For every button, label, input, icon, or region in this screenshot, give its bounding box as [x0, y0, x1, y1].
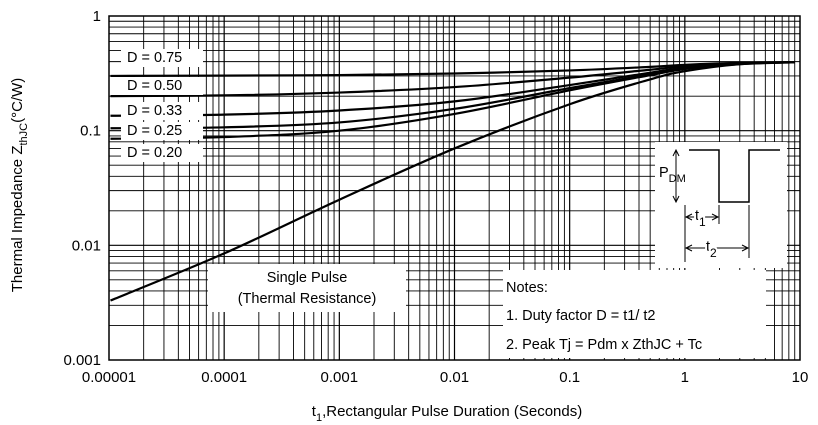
x-tick-label: 0.1: [559, 369, 580, 386]
duty-label-bg: [121, 102, 203, 120]
note-1: 1. Duty factor D = t1/ t2: [506, 308, 656, 324]
duty-label-2: D = 0.50: [127, 78, 182, 94]
pdm-label: PDM: [659, 165, 686, 185]
x-tick-label: 0.001: [321, 369, 359, 386]
t1-label: t1: [695, 208, 706, 229]
curves: [110, 61, 795, 302]
duty-labels: D = 0.75 D = 0.50 D = 0.33 D = 0.25 D = 0.20: [121, 49, 203, 162]
x-tick-label: 0.01: [440, 369, 469, 386]
x-tick-label: 0.0001: [201, 369, 247, 386]
x-tick-label: 10: [792, 369, 809, 386]
series-line-5: [110, 61, 795, 140]
duty-label-1: D = 0.75: [127, 50, 182, 66]
y-tick-label: 0.001: [63, 352, 101, 369]
duty-label-bg: [121, 77, 203, 95]
duty-label-3: D = 0.33: [127, 103, 182, 119]
t2-label: t2: [706, 239, 717, 260]
duty-label-bg: [121, 49, 203, 67]
notes-box: Notes: 1. Duty factor D = t1/ t2 2. Peak…: [503, 270, 766, 358]
y-tick-labels: 1 0.1 0.01 0.001: [63, 8, 101, 369]
duty-label-5: D = 0.20: [127, 145, 182, 161]
x-tick-labels: 0.00001 0.0001 0.001 0.01 0.1 1 10: [82, 369, 808, 386]
pulse-inset: PDM t1 t2: [655, 142, 787, 268]
single-pulse-annotation: Single Pulse (Thermal Resistance): [208, 264, 406, 312]
duty-label-bg: [121, 122, 203, 140]
notes-title: Notes:: [506, 280, 548, 296]
duty-label-bg: [121, 144, 203, 162]
plot-frame: [108, 15, 801, 361]
y-tick-label: 0.01: [72, 237, 101, 254]
note-2: 2. Peak Tj = Pdm x ZthJC + Tc: [506, 337, 702, 353]
x-tick-label: 1: [681, 369, 689, 386]
x-tick-label: 0.00001: [82, 369, 136, 386]
duty-label-4: D = 0.25: [127, 123, 182, 139]
series-line-6: [110, 61, 795, 302]
y-tick-label: 1: [93, 8, 101, 25]
y-axis-title: Thermal Impedance ZthJC(°C/W): [9, 78, 30, 293]
single-pulse-label: Single Pulse: [267, 270, 348, 286]
x-axis-title: t1,Rectangular Pulse Duration (Seconds): [312, 403, 582, 424]
y-tick-label: 0.1: [80, 123, 101, 140]
thermal-resistance-label: (Thermal Resistance): [238, 291, 377, 307]
